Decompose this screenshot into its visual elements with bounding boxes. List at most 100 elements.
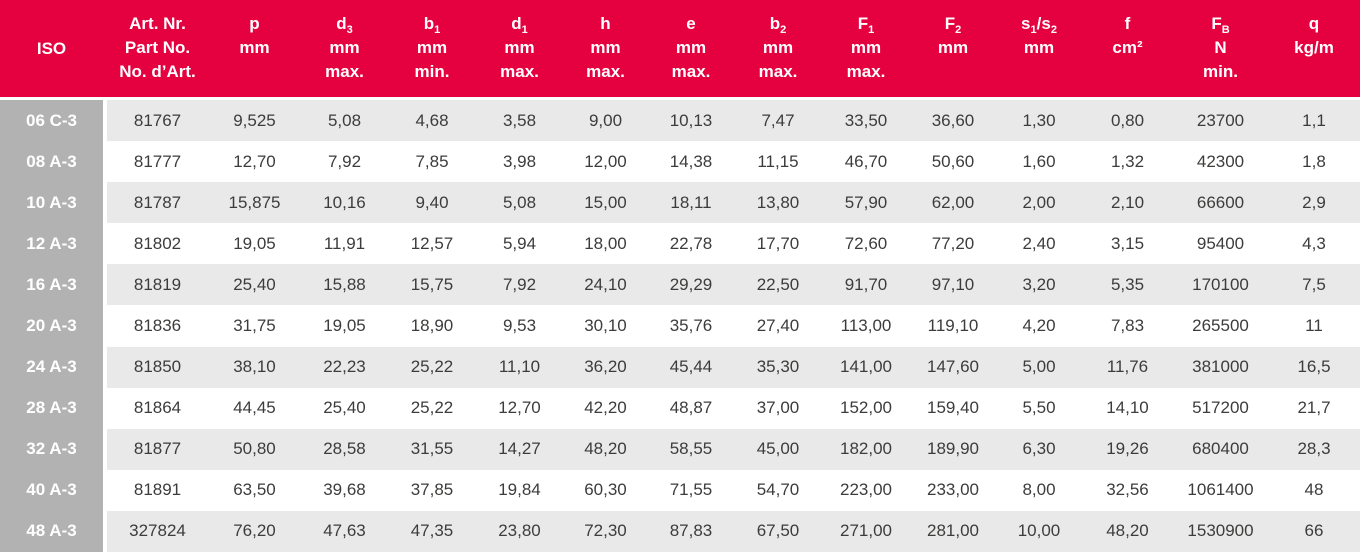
cell-q: 11: [1268, 305, 1360, 347]
cell-s1s2: 6,30: [996, 428, 1082, 470]
cell-h: 72,30: [563, 510, 648, 552]
cell-fb: 66600: [1173, 182, 1268, 224]
cell-f2: 233,00: [910, 469, 996, 511]
cell-p: 15,875: [208, 182, 301, 224]
cell-d3: 47,63: [301, 510, 388, 552]
cell-f: 7,83: [1082, 305, 1173, 347]
cell-fb: 95400: [1173, 223, 1268, 265]
col-constraint: min.: [414, 62, 450, 81]
cell-s1s2: 5,00: [996, 346, 1082, 388]
column-gutter: [103, 141, 107, 183]
row-iso-label: 24 A-3: [0, 346, 103, 388]
cell-b2: 13,80: [734, 182, 822, 224]
cell-b2: 22,50: [734, 264, 822, 306]
column-gutter: [103, 428, 107, 470]
cell-art: 81767: [107, 100, 208, 142]
cell-fb: 170100: [1173, 264, 1268, 306]
col-unit: mm: [590, 38, 621, 57]
cell-art: 81877: [107, 428, 208, 470]
col-unit: Part No.: [124, 38, 191, 57]
col-unit: cm²: [1112, 38, 1143, 57]
cell-f: 32,56: [1082, 469, 1173, 511]
cell-d3: 22,23: [301, 346, 388, 388]
cell-b1: 37,85: [388, 469, 476, 511]
cell-h: 9,00: [563, 100, 648, 142]
table-row: 28 A-3 81864 44,45 25,40 25,22 12,70 42,20 48,8…: [0, 387, 1360, 429]
cell-f2: 77,20: [910, 223, 996, 265]
col-unit: mm: [850, 38, 882, 57]
col-header-b1: b1 mm min.: [388, 0, 476, 97]
cell-b2: 27,40: [734, 305, 822, 347]
column-gutter: [103, 387, 107, 429]
cell-p: 50,80: [208, 428, 301, 470]
table-body: 06 C-3 81767 9,525 5,08 4,68 3,58 9,00 10,13 7,4…: [0, 100, 1360, 552]
cell-fb: 23700: [1173, 100, 1268, 142]
col-symbol: p: [249, 14, 260, 33]
cell-s1s2: 4,20: [996, 305, 1082, 347]
cell-q: 66: [1268, 510, 1360, 552]
col-header-p: p mm: [208, 0, 301, 97]
cell-p: 25,40: [208, 264, 301, 306]
col-header-d1: d1 mm max.: [476, 0, 563, 97]
cell-f2: 281,00: [910, 510, 996, 552]
cell-f1: 141,00: [822, 346, 910, 388]
cell-h: 30,10: [563, 305, 648, 347]
cell-h: 60,30: [563, 469, 648, 511]
cell-b1: 25,22: [388, 346, 476, 388]
cell-q: 4,3: [1268, 223, 1360, 265]
cell-art: 81802: [107, 223, 208, 265]
col-unit: mm: [416, 38, 448, 57]
cell-b1: 15,75: [388, 264, 476, 306]
cell-s1s2: 2,00: [996, 182, 1082, 224]
column-gutter: [103, 510, 107, 552]
cell-d1: 14,27: [476, 428, 563, 470]
col-unit: mm: [675, 38, 707, 57]
cell-h: 42,20: [563, 387, 648, 429]
cell-p: 76,20: [208, 510, 301, 552]
col-header-b2: b2 mm max.: [734, 0, 822, 97]
cell-f: 11,76: [1082, 346, 1173, 388]
cell-d1: 3,58: [476, 100, 563, 142]
cell-b1: 31,55: [388, 428, 476, 470]
cell-f1: 33,50: [822, 100, 910, 142]
cell-b1: 12,57: [388, 223, 476, 265]
cell-q: 28,3: [1268, 428, 1360, 470]
col-symbol: ISO: [36, 38, 67, 58]
table-row: 20 A-3 81836 31,75 19,05 18,90 9,53 30,10 35,76…: [0, 305, 1360, 347]
cell-h: 48,20: [563, 428, 648, 470]
cell-q: 1,8: [1268, 141, 1360, 183]
cell-q: 2,9: [1268, 182, 1360, 224]
cell-art: 81864: [107, 387, 208, 429]
table-row: 06 C-3 81767 9,525 5,08 4,68 3,58 9,00 10,13 7,4…: [0, 100, 1360, 142]
cell-p: 38,10: [208, 346, 301, 388]
cell-s1s2: 3,20: [996, 264, 1082, 306]
cell-d1: 7,92: [476, 264, 563, 306]
cell-h: 12,00: [563, 141, 648, 183]
cell-e: 71,55: [648, 469, 734, 511]
col-constraint: max.: [586, 62, 625, 81]
cell-q: 21,7: [1268, 387, 1360, 429]
cell-b1: 7,85: [388, 141, 476, 183]
row-iso-label: 28 A-3: [0, 387, 103, 429]
col-header-art: Art. Nr. Part No. No. d’Art.: [107, 0, 208, 97]
cell-f1: 271,00: [822, 510, 910, 552]
cell-f1: 223,00: [822, 469, 910, 511]
cell-art: 81891: [107, 469, 208, 511]
col-unit: kg/m: [1294, 38, 1334, 57]
col-constraint: max.: [846, 62, 886, 81]
table-row: 32 A-3 81877 50,80 28,58 31,55 14,27 48,20 58,5…: [0, 428, 1360, 470]
col-constraint: max.: [671, 62, 711, 81]
table-row: 12 A-3 81802 19,05 11,91 12,57 5,94 18,00 22,78…: [0, 223, 1360, 265]
cell-q: 7,5: [1268, 264, 1360, 306]
cell-e: 14,38: [648, 141, 734, 183]
cell-s1s2: 1,30: [996, 100, 1082, 142]
cell-f: 5,35: [1082, 264, 1173, 306]
cell-f: 19,26: [1082, 428, 1173, 470]
cell-b2: 17,70: [734, 223, 822, 265]
table-row: 48 A-3 327824 76,20 47,63 47,35 23,80 72,30 87,…: [0, 510, 1360, 552]
cell-f1: 57,90: [822, 182, 910, 224]
cell-d3: 15,88: [301, 264, 388, 306]
cell-d1: 5,08: [476, 182, 563, 224]
col-constraint: No. d’Art.: [119, 62, 196, 81]
cell-fb: 265500: [1173, 305, 1268, 347]
